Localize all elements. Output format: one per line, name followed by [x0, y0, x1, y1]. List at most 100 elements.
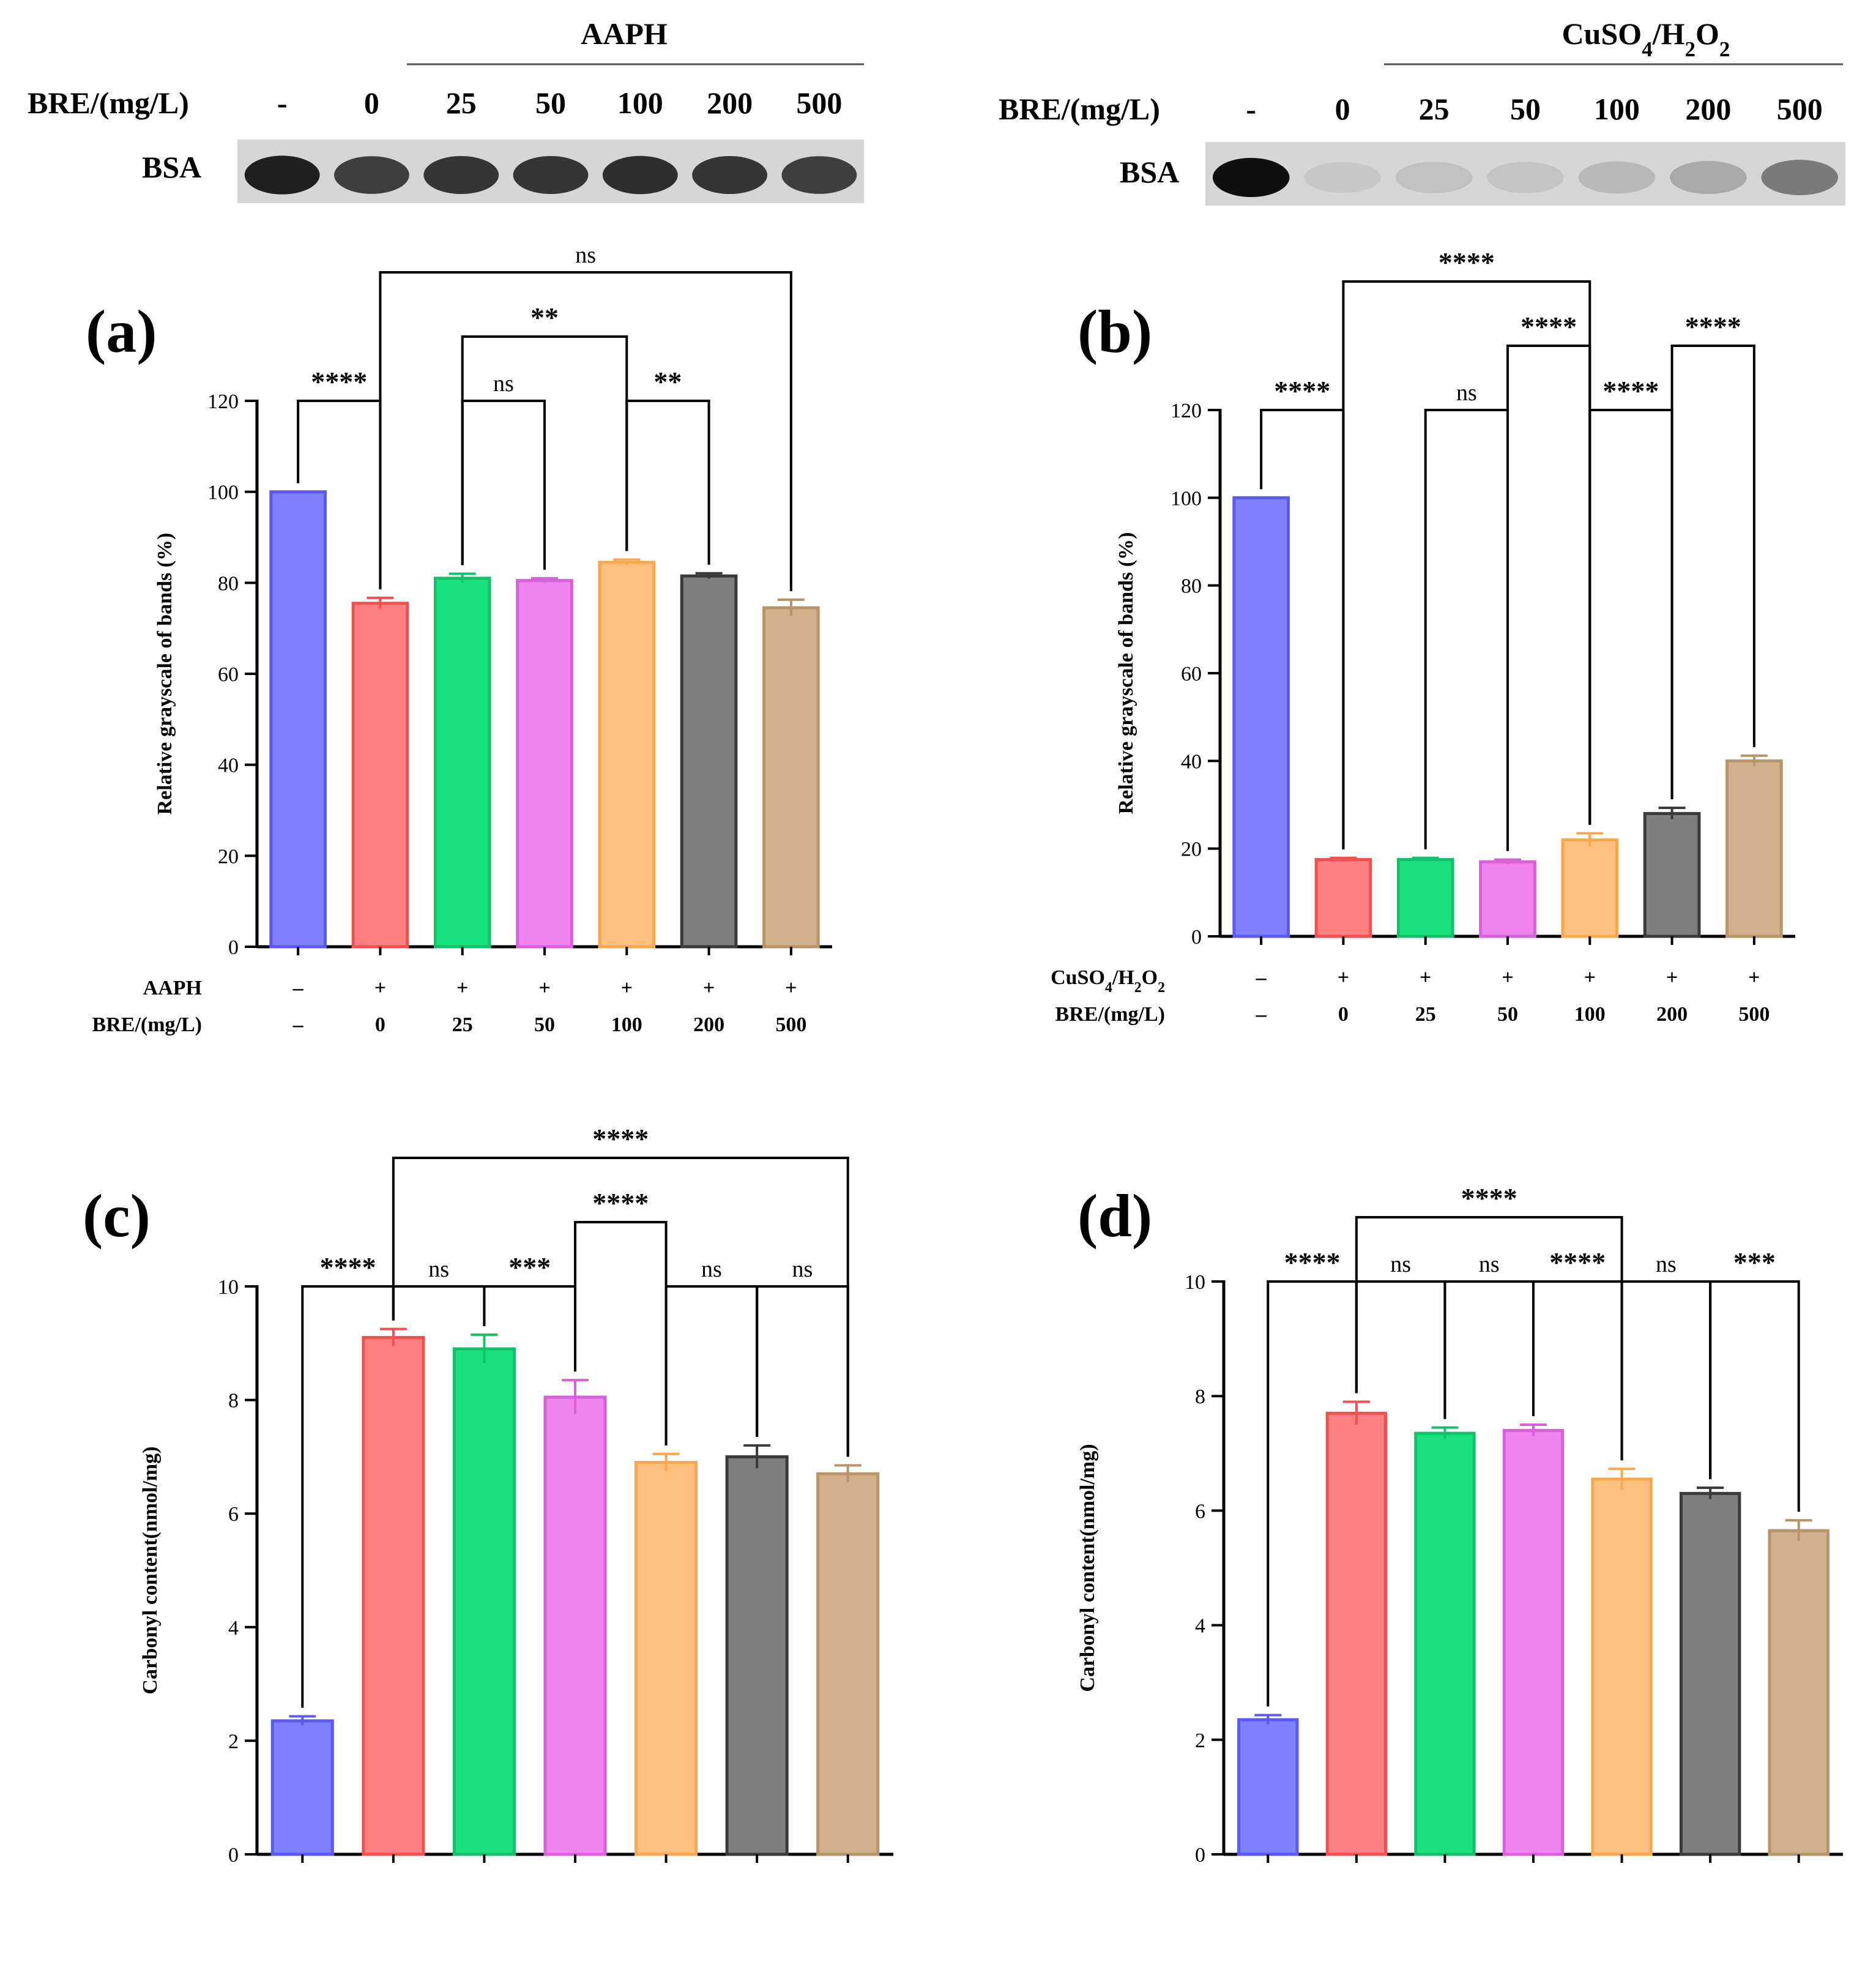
significance-label: ***: [508, 1252, 551, 1283]
bar: [351, 602, 409, 949]
row1-label-part: O: [1142, 966, 1158, 989]
y-axis-label: Carbonyl content(nmol/mg): [1076, 1444, 1099, 1692]
gel-lane-label: 50: [1510, 92, 1541, 126]
significance-bracket: [1620, 1280, 1712, 1479]
y-tick-label: 40: [1181, 750, 1202, 773]
gel-treatment-label: CuSO4/H2O2: [1562, 17, 1730, 61]
row2-value: 50: [1497, 1003, 1518, 1026]
row2-value: 25: [1415, 1003, 1436, 1026]
bar: [1479, 860, 1536, 938]
significance-label: ****: [1549, 1247, 1606, 1278]
y-tick-label: 60: [1181, 663, 1202, 685]
bar: [1237, 1718, 1299, 1856]
gel-treatment-label-part: 4: [1642, 37, 1653, 61]
row2-value: –: [292, 1013, 304, 1036]
chart-a-svg: (a) 0 20 40 60 80 100 120 Relative grayscale of …: [86, 242, 832, 1036]
gel-band: [1670, 160, 1747, 195]
bar: [1232, 496, 1290, 938]
row1-label-part: /H: [1112, 966, 1134, 989]
gel-band: [1212, 158, 1290, 197]
significance-label: ns: [701, 1256, 722, 1282]
row2-value: 500: [775, 1013, 806, 1036]
row1-label-part: CuSO: [1051, 966, 1105, 989]
significance-label: ns: [1390, 1252, 1411, 1277]
significance-label: ns: [1656, 1252, 1677, 1277]
gel-row-label: BRE/(mg/L): [28, 86, 189, 120]
y-tick-label: 40: [218, 755, 239, 777]
row1-value: +: [1584, 966, 1596, 989]
significance-label: ****: [1685, 311, 1741, 342]
significance-bracket: [664, 1285, 759, 1446]
significance-bracket: [392, 1157, 849, 1457]
row1-label-part: 2: [1134, 980, 1142, 996]
gel-lane-label: 200: [1685, 92, 1731, 126]
gel-band: [1578, 161, 1656, 194]
row1-value: +: [1338, 966, 1349, 989]
gel-band: [692, 155, 768, 195]
gel-lane-label: 500: [796, 86, 842, 120]
row1-value: +: [703, 977, 715, 999]
bar: [269, 490, 327, 949]
row1-value: +: [621, 977, 633, 999]
bar: [1725, 759, 1783, 938]
gel-band: [513, 155, 589, 195]
gel-band: [1487, 162, 1564, 193]
bar: [362, 1336, 425, 1856]
chart-panel-a: (a) 0 20 40 60 80 100 120 Relative grayscale of …: [0, 242, 918, 1040]
gel-treatment-label-part: O: [1695, 17, 1719, 51]
gel-band-label: BSA: [142, 150, 201, 184]
significance-label: ****: [1439, 247, 1495, 278]
y-tick-label: 4: [228, 1617, 239, 1640]
significance-bracket: [1709, 1280, 1800, 1512]
gel-row-label: BRE/(mg/L): [999, 92, 1160, 126]
significance-bracket: [1506, 345, 1591, 851]
bar: [1325, 1411, 1388, 1856]
row2-value: 200: [1656, 1003, 1688, 1026]
gel-lane-label: 0: [364, 86, 379, 120]
gel-lane-label: -: [1246, 92, 1256, 126]
row2-value: 25: [452, 1013, 473, 1036]
gel-band: [1304, 162, 1381, 193]
row2-value: 0: [375, 1013, 385, 1036]
y-axis-label: Relative grayscale of bands (%): [1115, 532, 1137, 815]
significance-bracket: [461, 400, 546, 570]
row1-label-part: 4: [1105, 980, 1112, 996]
gel-lane-label: -: [277, 86, 288, 120]
gel-band: [602, 155, 678, 195]
y-tick-label: 120: [1171, 400, 1202, 422]
y-tick-label: 8: [1195, 1386, 1205, 1408]
significance-bracket: [1670, 345, 1755, 800]
gel-lane-label: 100: [1594, 92, 1640, 126]
gel-lane-label: 500: [1777, 92, 1823, 126]
significance-bracket: [625, 400, 710, 565]
significance-label: ****: [592, 1123, 649, 1154]
gel-treatment-label-part: CuSO: [1562, 17, 1642, 51]
significance-bracket: [1355, 1216, 1623, 1461]
significance-bracket: [1424, 409, 1509, 851]
row1-value: +: [456, 977, 468, 999]
significance-bracket: [1588, 409, 1673, 825]
bar: [762, 606, 820, 949]
significance-bracket: [756, 1285, 849, 1457]
significance-bracket: [574, 1221, 668, 1446]
significance-label: **: [530, 302, 559, 333]
significance-bracket: [1342, 280, 1591, 849]
row1-label: CuSO4/H2O2: [1051, 966, 1165, 996]
bar: [725, 1455, 789, 1856]
bar: [433, 576, 491, 949]
row1-value: +: [785, 977, 797, 999]
y-tick-label: 2: [228, 1730, 239, 1753]
y-tick-label: 4: [1195, 1615, 1205, 1638]
significance-label: ns: [493, 371, 514, 397]
gel-lane-label: 200: [707, 86, 753, 120]
bar: [1502, 1428, 1565, 1856]
bar: [680, 574, 738, 949]
y-tick-label: 0: [1191, 926, 1202, 949]
row1-value: +: [538, 977, 550, 999]
bar: [635, 1461, 698, 1856]
row1-value: +: [374, 977, 386, 999]
